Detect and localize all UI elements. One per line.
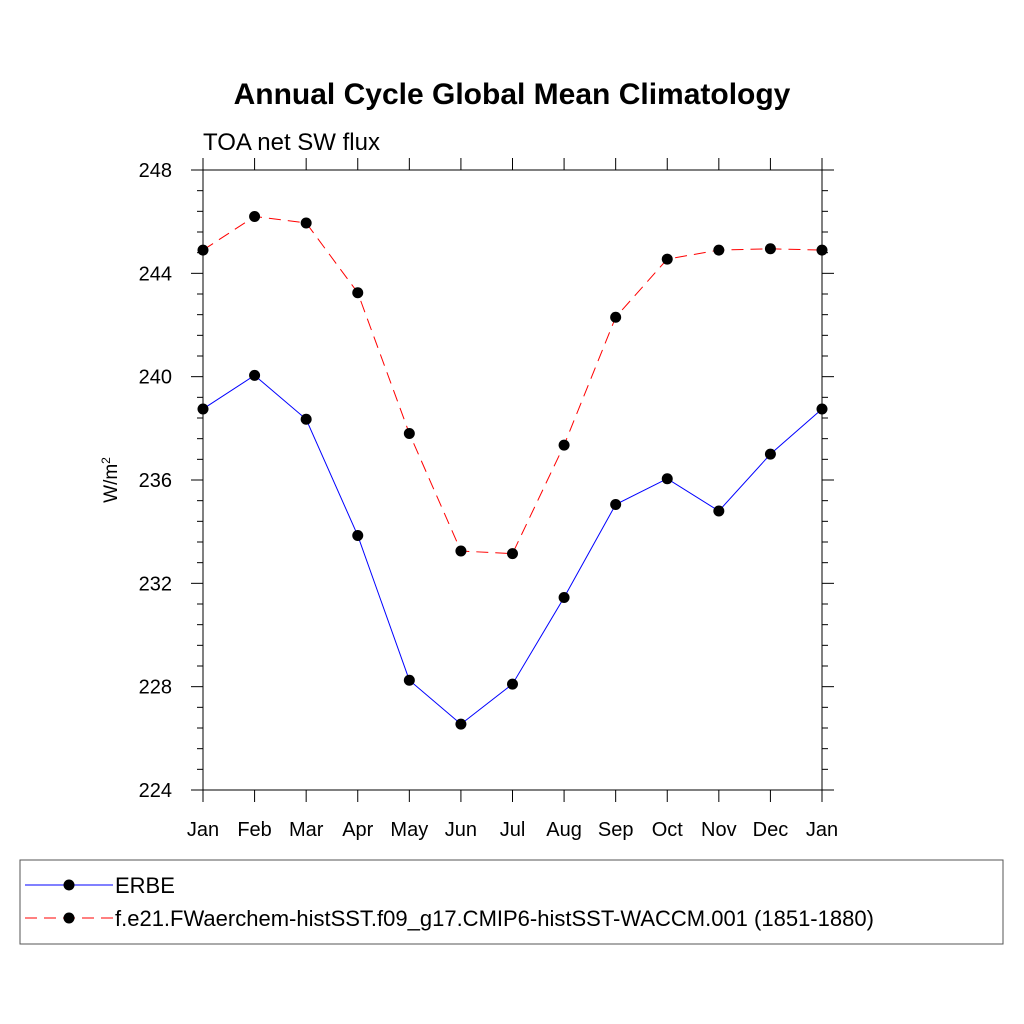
series-2-point [558, 439, 570, 451]
x-tick-label: Jul [500, 819, 526, 841]
series-2-point [764, 243, 776, 255]
legend-box [19, 859, 1004, 945]
series-1-point [507, 678, 518, 690]
y-tick-label: 228 [139, 677, 172, 699]
series-1-point [197, 403, 209, 415]
y-axis-label: W/m2 [99, 457, 122, 503]
series-1-point [352, 530, 364, 542]
y-tick-label: 240 [139, 367, 172, 389]
x-tick-label: Feb [237, 819, 271, 841]
series-2-point [403, 428, 415, 439]
x-tick-label: Oct [652, 819, 684, 841]
x-tick-label: Jun [445, 819, 477, 841]
series-1-point [249, 369, 261, 381]
plot-frame [202, 169, 823, 791]
series-1-point [300, 413, 312, 425]
x-tick-label: Jan [806, 819, 838, 841]
x-tick-label: Apr [342, 819, 373, 841]
y-axis-label-text: W/m [101, 464, 122, 503]
series-2-point [507, 548, 518, 560]
x-tick-label: Sep [598, 819, 634, 841]
plot-area: 224 228 232 236 240 244 248 Jan Feb Mar Apr May Jun J… [139, 158, 838, 841]
y-tick-label: 236 [139, 470, 172, 492]
series-1-point [558, 592, 570, 604]
legend-marker-2 [63, 912, 75, 924]
series-1-point [764, 448, 776, 460]
x-tick-label: May [390, 819, 428, 841]
series-1-point [661, 473, 673, 485]
y-tick-label: 224 [139, 780, 172, 802]
series-1-point [610, 499, 622, 511]
legend-label-2: f.e21.FWaerchem-histSST.f09_g17.CMIP6-hi… [115, 906, 874, 931]
y-tick-label: 244 [139, 263, 172, 285]
x-tick-label: Dec [753, 819, 789, 841]
series-2-point [352, 287, 364, 299]
x-tick-label: Mar [289, 819, 324, 841]
legend-label-1: ERBE [115, 873, 175, 898]
y-tick-label: 248 [139, 160, 172, 182]
series-2-point [816, 244, 828, 256]
series-1-point [816, 403, 828, 415]
legend: ERBE f.e21.FWaerchem-histSST.f09_g17.CMIP… [19, 859, 1004, 945]
series-2-point [713, 244, 725, 256]
x-tick-label: Aug [546, 819, 582, 841]
legend-marker-1 [63, 879, 75, 891]
series-2-point [610, 311, 622, 323]
y-tick-label: 232 [139, 573, 172, 595]
series-1-point [713, 505, 725, 517]
series-1-point [455, 718, 467, 730]
chart-subtitle: TOA net SW flux [203, 129, 380, 156]
series-2-point [197, 244, 209, 256]
series-2-point [455, 545, 467, 557]
series-line-2 [202, 215, 823, 555]
series-2-point [249, 211, 261, 222]
series-2-point [300, 217, 312, 229]
x-tick-label: Nov [701, 819, 737, 841]
series-2-point [661, 253, 673, 265]
x-tick-label: Jan [187, 819, 219, 841]
chart-title: Annual Cycle Global Mean Climatology [234, 78, 791, 111]
y-axis-label-superscript: 2 [99, 457, 113, 464]
series-1-point [403, 674, 415, 686]
